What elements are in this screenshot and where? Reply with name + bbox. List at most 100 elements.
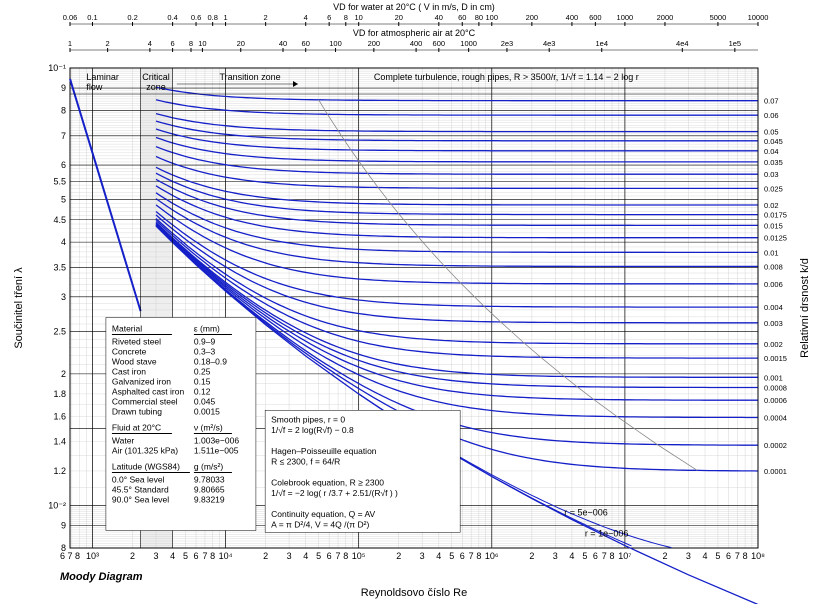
- svg-text:7: 7: [61, 131, 66, 141]
- svg-text:1.511e−005: 1.511e−005: [194, 445, 239, 455]
- svg-text:10⁶: 10⁶: [485, 551, 499, 561]
- svg-text:1.8: 1.8: [53, 389, 66, 399]
- svg-text:1.6: 1.6: [53, 411, 66, 421]
- svg-text:Wood stave: Wood stave: [112, 356, 157, 366]
- svg-text:6 7 8: 6 7 8: [60, 551, 80, 561]
- svg-text:10: 10: [355, 13, 363, 22]
- svg-text:8: 8: [344, 13, 348, 22]
- svg-text:1000: 1000: [617, 13, 634, 22]
- svg-text:5: 5: [582, 551, 587, 561]
- svg-text:0.8: 0.8: [207, 13, 217, 22]
- svg-text:2: 2: [396, 551, 401, 561]
- svg-text:1/√f = 2 log(R√f) − 0.8: 1/√f = 2 log(R√f) − 0.8: [271, 425, 354, 435]
- svg-text:Hagen–Poisseuille equation: Hagen–Poisseuille equation: [271, 446, 377, 456]
- svg-text:10: 10: [198, 39, 206, 48]
- svg-text:Moody Diagram: Moody Diagram: [60, 571, 143, 583]
- svg-text:5: 5: [316, 551, 321, 561]
- svg-text:5: 5: [715, 551, 720, 561]
- svg-text:8: 8: [189, 39, 193, 48]
- svg-text:80: 80: [475, 13, 483, 22]
- svg-text:10⁸: 10⁸: [751, 551, 765, 561]
- svg-text:100: 100: [329, 39, 342, 48]
- svg-text:7: 7: [469, 551, 474, 561]
- svg-text:0.0015: 0.0015: [194, 406, 220, 416]
- svg-text:Material: Material: [112, 323, 142, 333]
- svg-text:8: 8: [609, 551, 614, 561]
- svg-text:4: 4: [61, 237, 66, 247]
- svg-text:6: 6: [327, 13, 331, 22]
- svg-text:0.18–0.9: 0.18–0.9: [194, 356, 227, 366]
- svg-text:6: 6: [460, 551, 465, 561]
- svg-text:3.5: 3.5: [53, 263, 66, 273]
- svg-text:Asphalted cast iron: Asphalted cast iron: [112, 386, 185, 396]
- svg-text:600: 600: [589, 13, 602, 22]
- svg-text:0.008: 0.008: [764, 262, 783, 271]
- svg-text:g (m/s²): g (m/s²): [194, 461, 223, 471]
- svg-text:Reynoldsovo číslo Re: Reynoldsovo číslo Re: [361, 587, 467, 599]
- svg-text:45.5° Standard: 45.5° Standard: [112, 484, 169, 494]
- svg-text:ε (mm): ε (mm): [194, 323, 220, 333]
- svg-text:100: 100: [486, 13, 499, 22]
- svg-text:0.045: 0.045: [194, 396, 216, 406]
- svg-text:1.4: 1.4: [53, 437, 66, 447]
- svg-text:2: 2: [130, 551, 135, 561]
- svg-text:0.0001: 0.0001: [764, 467, 787, 476]
- svg-text:0.06: 0.06: [63, 13, 78, 22]
- svg-text:2.5: 2.5: [53, 326, 66, 336]
- svg-text:Water: Water: [112, 435, 135, 445]
- svg-text:2: 2: [106, 39, 110, 48]
- svg-text:0.4: 0.4: [167, 13, 177, 22]
- svg-text:8: 8: [743, 551, 748, 561]
- svg-text:0.0125: 0.0125: [764, 234, 787, 243]
- svg-text:Concrete: Concrete: [112, 346, 147, 356]
- moody-diagram: 0.070.060.050.0450.040.0350.030.0250.020…: [0, 0, 818, 604]
- svg-text:7: 7: [735, 551, 740, 561]
- svg-text:0.004: 0.004: [764, 303, 783, 312]
- svg-text:0.035: 0.035: [764, 158, 783, 167]
- svg-text:Transition zone: Transition zone: [219, 72, 280, 82]
- svg-text:R ≤ 2300, f = 64/R: R ≤ 2300, f = 64/R: [271, 456, 340, 466]
- svg-text:400: 400: [410, 39, 423, 48]
- svg-text:7: 7: [602, 551, 607, 561]
- svg-text:5000: 5000: [710, 13, 727, 22]
- svg-text:2000: 2000: [657, 13, 674, 22]
- svg-text:0.006: 0.006: [764, 280, 783, 289]
- svg-text:1e4: 1e4: [595, 39, 608, 48]
- svg-text:VD for water at 20°C ( V in m/: VD for water at 20°C ( V in m/s, D in cm…: [333, 2, 495, 12]
- svg-text:r = 1e−006: r = 1e−006: [585, 528, 629, 538]
- svg-text:3: 3: [153, 551, 158, 561]
- svg-text:Commercial steel: Commercial steel: [112, 396, 178, 406]
- svg-text:10⁻²: 10⁻²: [48, 501, 66, 511]
- svg-text:1.003e−006: 1.003e−006: [194, 435, 239, 445]
- svg-text:20: 20: [395, 13, 403, 22]
- svg-text:2e3: 2e3: [501, 39, 514, 48]
- svg-text:0.0008: 0.0008: [764, 384, 787, 393]
- svg-text:r = 5e−006: r = 5e−006: [564, 507, 608, 517]
- svg-text:0.0015: 0.0015: [764, 354, 787, 363]
- svg-text:Fluid at 20°C: Fluid at 20°C: [112, 422, 161, 432]
- svg-text:10⁻¹: 10⁻¹: [48, 63, 66, 73]
- svg-text:0.15: 0.15: [194, 376, 211, 386]
- svg-text:4: 4: [170, 551, 175, 561]
- svg-text:1: 1: [68, 39, 72, 48]
- svg-text:1.2: 1.2: [53, 466, 66, 476]
- svg-text:6: 6: [194, 551, 199, 561]
- svg-text:9.78033: 9.78033: [194, 474, 225, 484]
- svg-text:0.25: 0.25: [194, 366, 211, 376]
- svg-text:Air (101.325 kPa): Air (101.325 kPa): [112, 445, 178, 455]
- svg-text:90.0° Sea level: 90.0° Sea level: [112, 494, 169, 504]
- svg-text:0.02: 0.02: [764, 201, 779, 210]
- svg-text:20: 20: [237, 39, 245, 48]
- svg-text:0.06: 0.06: [764, 111, 779, 120]
- svg-text:6: 6: [726, 551, 731, 561]
- svg-text:Critical: Critical: [142, 72, 170, 82]
- svg-text:3: 3: [420, 551, 425, 561]
- svg-text:2: 2: [529, 551, 534, 561]
- svg-text:10⁴: 10⁴: [219, 551, 233, 561]
- svg-text:600: 600: [433, 39, 446, 48]
- svg-text:0.0002: 0.0002: [764, 441, 787, 450]
- svg-text:1: 1: [223, 13, 227, 22]
- svg-text:7: 7: [202, 551, 207, 561]
- svg-text:0.0175: 0.0175: [764, 211, 787, 220]
- svg-text:Galvanized iron: Galvanized iron: [112, 376, 171, 386]
